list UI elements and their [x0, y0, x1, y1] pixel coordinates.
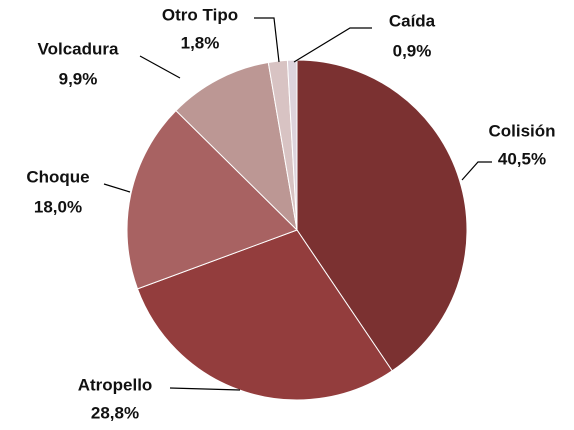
- slice-label: Volcadura: [38, 39, 119, 58]
- leader-line: [254, 17, 280, 63]
- leader-line: [461, 161, 492, 181]
- slice-value-label: 0,9%: [393, 41, 432, 60]
- leader-line: [139, 55, 181, 79]
- slice-value-label: 40,5%: [498, 149, 546, 168]
- pie-slice: [136, 229, 393, 401]
- slice-value-label: 18,0%: [34, 197, 82, 216]
- slice-label: Caída: [389, 11, 436, 30]
- pie-slice: [175, 61, 298, 232]
- slice-value-label: 28,8%: [91, 403, 139, 422]
- pie-slice: [126, 109, 298, 290]
- slice-label: Colisión: [488, 121, 555, 140]
- leader-line: [103, 183, 131, 193]
- slice-label: Atropello: [78, 375, 153, 394]
- leader-line: [169, 387, 241, 391]
- slice-value-label: 1,8%: [181, 33, 220, 52]
- leader-line: [293, 27, 372, 63]
- slice-value-label: 9,9%: [59, 69, 98, 88]
- slice-label: Otro Tipo: [162, 5, 238, 24]
- slice-label: Choque: [26, 167, 89, 186]
- pie-slice: [296, 59, 468, 372]
